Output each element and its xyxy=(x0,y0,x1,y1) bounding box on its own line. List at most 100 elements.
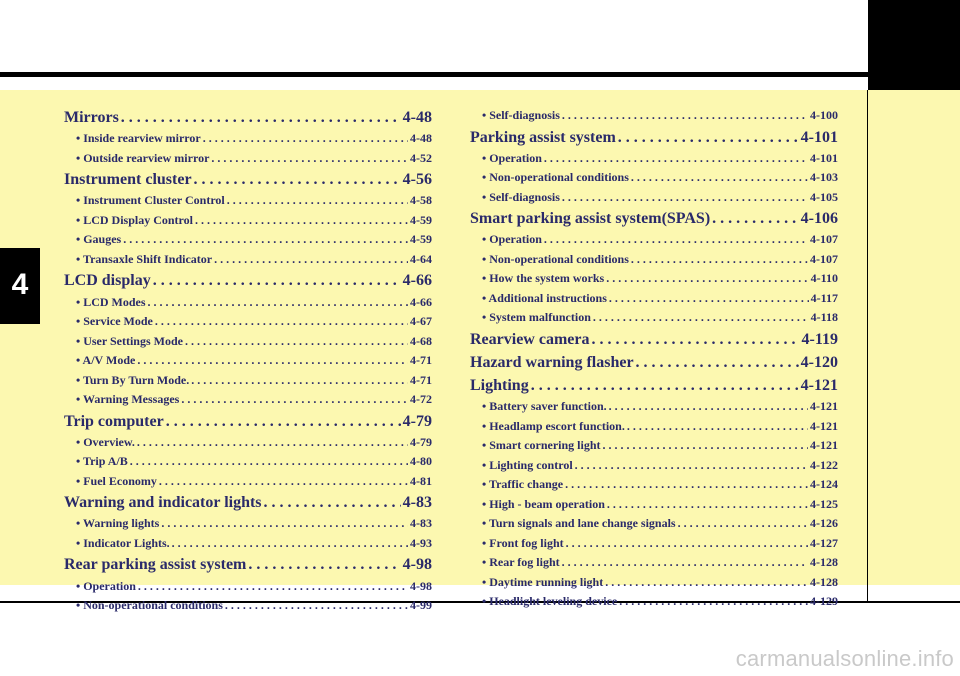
toc-entry-label: • Battery saver function. xyxy=(482,399,607,414)
toc-subsection-entry[interactable]: • Warning lights 4-83 xyxy=(64,514,432,534)
toc-page-number: 4-107 xyxy=(810,251,838,266)
toc-subsection-entry[interactable]: • Smart cornering light 4-121 xyxy=(470,436,838,456)
toc-subsection-entry[interactable]: • Overview. 4-79 xyxy=(64,433,432,453)
toc-page-number: 4-66 xyxy=(410,294,432,309)
toc-page-number: 4-125 xyxy=(810,496,838,511)
toc-section-entry[interactable]: Parking assist system 4-101 xyxy=(470,126,838,149)
toc-section-entry[interactable]: Instrument cluster 4-56 xyxy=(64,168,432,191)
toc-leader-dots xyxy=(194,168,401,191)
toc-left-column: Mirrors4-48• Inside rearview mirror4-48•… xyxy=(64,106,432,616)
toc-subsection-entry[interactable]: • Headlight leveling device 4-129 xyxy=(470,592,838,612)
toc-page-number: 4-52 xyxy=(410,150,432,165)
toc-subsection-entry[interactable]: • Operation 4-101 xyxy=(470,149,838,169)
toc-subsection-entry[interactable]: • Gauges 4-59 xyxy=(64,230,432,250)
toc-page-number: 4-122 xyxy=(810,457,838,472)
toc-subsection-entry[interactable]: • How the system works 4-110 xyxy=(470,269,838,289)
toc-entry-label: • Lighting control xyxy=(482,457,573,472)
toc-leader-dots xyxy=(544,149,808,169)
toc-section-entry[interactable]: Trip computer 4-79 xyxy=(64,410,432,433)
toc-subsection-entry[interactable]: • Trip A/B 4-80 xyxy=(64,452,432,472)
toc-subsection-entry[interactable]: • Daytime running light 4-128 xyxy=(470,573,838,593)
watermark-text: carmanualsonline.info xyxy=(735,646,954,671)
toc-subsection-entry[interactable]: • Additional instructions 4-117 xyxy=(470,289,838,309)
toc-entry-label: • Warning lights xyxy=(76,516,160,531)
toc-page-number: 4-129 xyxy=(810,594,838,609)
toc-leader-dots xyxy=(631,168,808,188)
toc-subsection-entry[interactable]: • Front fog light 4-127 xyxy=(470,534,838,554)
toc-section-entry[interactable]: Rear parking assist system 4-98 xyxy=(64,553,432,576)
toc-subsection-entry[interactable]: • Non-operational conditions 4-107 xyxy=(470,250,838,270)
toc-subsection-entry[interactable]: • Battery saver function. 4-121 xyxy=(470,397,838,417)
toc-subsection-entry[interactable]: • Lighting control 4-122 xyxy=(470,456,838,476)
toc-section-entry[interactable]: Mirrors 4-48 xyxy=(64,106,432,129)
toc-section-entry[interactable]: Lighting 4-121 xyxy=(470,374,838,397)
toc-entry-label: • Smart cornering light xyxy=(482,438,601,453)
toc-entry-label: • Rear fog light xyxy=(482,555,560,570)
toc-subsection-entry[interactable]: • High - beam operation 4-125 xyxy=(470,495,838,515)
toc-entry-label: • Gauges xyxy=(76,232,122,247)
toc-right-column: • Self-diagnosis 4-100 Parking assist syst… xyxy=(470,106,838,612)
toc-entry-label: • Headlamp escort function. xyxy=(482,418,625,433)
toc-subsection-entry[interactable]: • Traffic change 4-124 xyxy=(470,475,838,495)
toc-leader-dots xyxy=(130,452,408,472)
toc-subsection-entry[interactable]: • Operation 4-107 xyxy=(470,230,838,250)
toc-leader-dots xyxy=(185,332,408,352)
toc-page-number: 4-110 xyxy=(810,271,838,286)
toc-page-number: 4-79 xyxy=(402,412,432,430)
toc-subsection-entry[interactable]: • System malfunction 4-118 xyxy=(470,308,838,328)
toc-subsection-entry[interactable]: • Fuel Economy 4-81 xyxy=(64,472,432,492)
toc-subsection-entry[interactable]: • Non-operational conditions 4-99 xyxy=(64,596,432,616)
toc-leader-dots xyxy=(636,351,799,374)
toc-subsection-entry[interactable]: • Warning Messages 4-72 xyxy=(64,390,432,410)
toc-subsection-entry[interactable]: • Turn By Turn Mode. 4-71 xyxy=(64,371,432,391)
toc-subsection-entry[interactable]: • Transaxle Shift Indicator 4-64 xyxy=(64,250,432,270)
toc-section-entry[interactable]: Rearview camera 4-119 xyxy=(470,328,838,351)
toc-entry-label: • Traffic change xyxy=(482,477,564,492)
toc-leader-dots xyxy=(248,553,400,576)
toc-subsection-entry[interactable]: • LCD Modes 4-66 xyxy=(64,293,432,313)
toc-subsection-entry[interactable]: • Inside rearview mirror 4-48 xyxy=(64,129,432,149)
toc-subsection-entry[interactable]: • Instrument Cluster Control 4-58 xyxy=(64,191,432,211)
toc-entry-label: • Fuel Economy xyxy=(76,473,157,488)
toc-subsection-entry[interactable]: • Outside rearview mirror 4-52 xyxy=(64,149,432,169)
toc-subsection-entry[interactable]: • Indicator Lights. 4-93 xyxy=(64,534,432,554)
toc-page-number: 4-121 xyxy=(800,377,838,395)
toc-entry-label: • Overview. xyxy=(76,434,135,449)
toc-subsection-entry[interactable]: • LCD Display Control 4-59 xyxy=(64,211,432,231)
toc-leader-dots xyxy=(123,230,408,250)
toc-page-number: 4-56 xyxy=(402,171,432,189)
toc-subsection-entry[interactable]: • Turn signals and lane change signals 4-… xyxy=(470,514,838,534)
toc-section-entry[interactable]: Hazard warning flasher 4-120 xyxy=(470,351,838,374)
toc-page-number: 4-99 xyxy=(410,598,432,613)
toc-page-number: 4-64 xyxy=(410,251,432,266)
toc-entry-label: Lighting xyxy=(470,377,529,395)
toc-section-entry[interactable]: Smart parking assist system(SPAS) 4-106 xyxy=(470,207,838,230)
toc-entry-label: Mirrors xyxy=(64,109,119,126)
toc-page-number: 4-126 xyxy=(810,516,838,531)
toc-subsection-entry[interactable]: • User Settings Mode 4-68 xyxy=(64,332,432,352)
toc-subsection-entry[interactable]: • Non-operational conditions 4-103 xyxy=(470,168,838,188)
toc-page-number: 4-107 xyxy=(810,232,838,247)
toc-leader-dots xyxy=(155,312,408,332)
toc-section-entry[interactable]: Warning and indicator lights 4-83 xyxy=(64,491,432,514)
toc-leader-dots xyxy=(203,129,408,149)
toc-entry-label: • LCD Modes xyxy=(76,294,146,309)
toc-page-number: 4-98 xyxy=(402,556,432,574)
toc-leader-dots xyxy=(225,596,408,616)
toc-subsection-entry[interactable]: • Self-diagnosis 4-100 xyxy=(470,106,838,126)
toc-subsection-entry[interactable]: • Headlamp escort function. 4-121 xyxy=(470,417,838,437)
toc-leader-dots xyxy=(172,534,408,554)
toc-page-number: 4-93 xyxy=(410,535,432,550)
toc-subsection-entry[interactable]: • Service Mode 4-67 xyxy=(64,312,432,332)
toc-subsection-entry[interactable]: • Operation 4-98 xyxy=(64,577,432,597)
toc-leader-dots xyxy=(609,397,808,417)
toc-leader-dots xyxy=(627,417,808,437)
toc-leader-dots xyxy=(137,433,408,453)
toc-page-number: 4-59 xyxy=(410,232,432,247)
toc-subsection-entry[interactable]: • Rear fog light 4-128 xyxy=(470,553,838,573)
toc-subsection-entry[interactable]: • Self-diagnosis 4-105 xyxy=(470,188,838,208)
toc-section-entry[interactable]: LCD display 4-66 xyxy=(64,269,432,292)
toc-leader-dots xyxy=(195,211,408,231)
toc-subsection-entry[interactable]: • A/V Mode 4-71 xyxy=(64,351,432,371)
toc-entry-label: • How the system works xyxy=(482,271,605,286)
